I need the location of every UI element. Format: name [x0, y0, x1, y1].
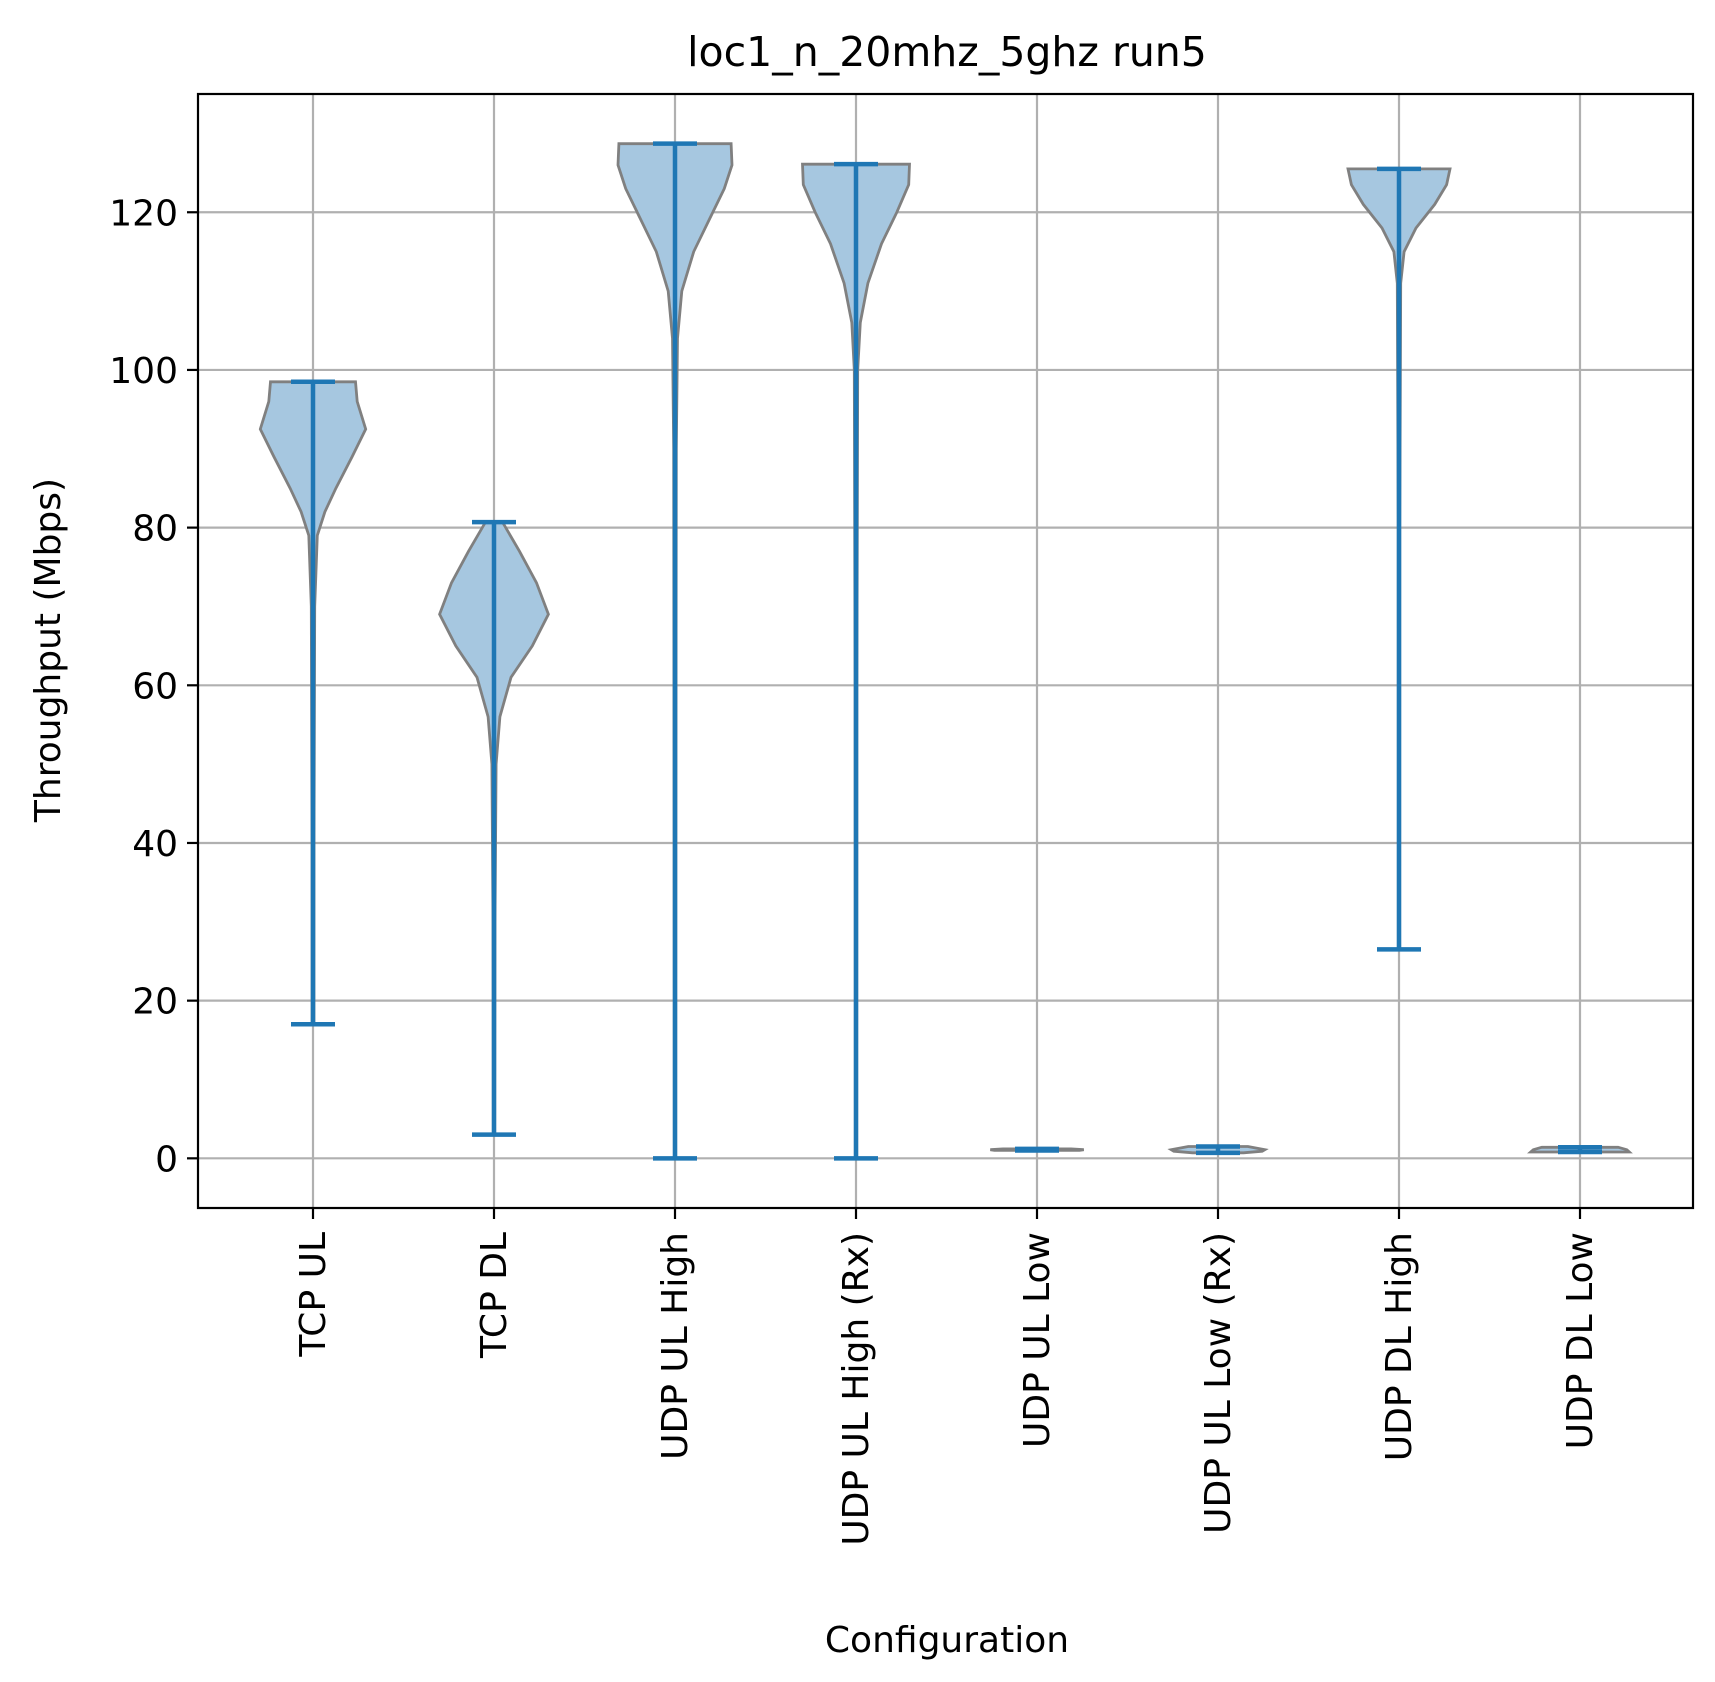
- x-tick-label: UDP DL High: [1379, 1232, 1420, 1461]
- violin-whisker: [472, 519, 516, 1137]
- x-tick-label: UDP UL Low (Rx): [1198, 1232, 1239, 1534]
- violin-whisker: [1015, 1146, 1059, 1153]
- y-tick-label: 120: [109, 193, 178, 234]
- plot-frame: [196, 92, 1695, 1210]
- x-tick-label: TCP UL: [293, 1232, 334, 1358]
- violin-whisker: [291, 379, 335, 1027]
- x-tick-label: UDP UL Low: [1017, 1232, 1058, 1448]
- violin-whisker: [653, 141, 697, 1161]
- grid-layer: [198, 94, 1693, 1208]
- tick-layer: 0 20 40 60 80 100 120 TCP UL TCP DL UDP UL High UD…: [109, 193, 1601, 1545]
- x-axis-label: Configuration: [825, 1620, 1069, 1661]
- x-tick-label: UDP DL Low: [1560, 1232, 1601, 1449]
- y-tick-label: 100: [109, 351, 178, 392]
- x-tick-label: TCP DL: [474, 1232, 515, 1359]
- y-tick-label: 0: [155, 1139, 178, 1180]
- y-tick-label: 20: [132, 982, 178, 1023]
- x-tick-label: UDP UL High: [655, 1232, 696, 1460]
- x-tick-label: UDP UL High (Rx): [836, 1232, 877, 1546]
- violin-whisker: [834, 161, 878, 1161]
- violin-whisker: [1377, 166, 1421, 952]
- y-tick-label: 80: [132, 509, 178, 550]
- y-tick-label: 40: [132, 824, 178, 865]
- chart-title: loc1_n_20mhz_5ghz run5: [687, 28, 1207, 76]
- y-axis-label: Throughput (Mbps): [28, 478, 69, 823]
- y-tick-label: 60: [132, 666, 178, 707]
- violin-whisker: [1196, 1144, 1240, 1156]
- violin-whisker: [1558, 1145, 1602, 1155]
- violin-layer: [258, 141, 1633, 1161]
- axes-frame-layer: [196, 92, 1695, 1210]
